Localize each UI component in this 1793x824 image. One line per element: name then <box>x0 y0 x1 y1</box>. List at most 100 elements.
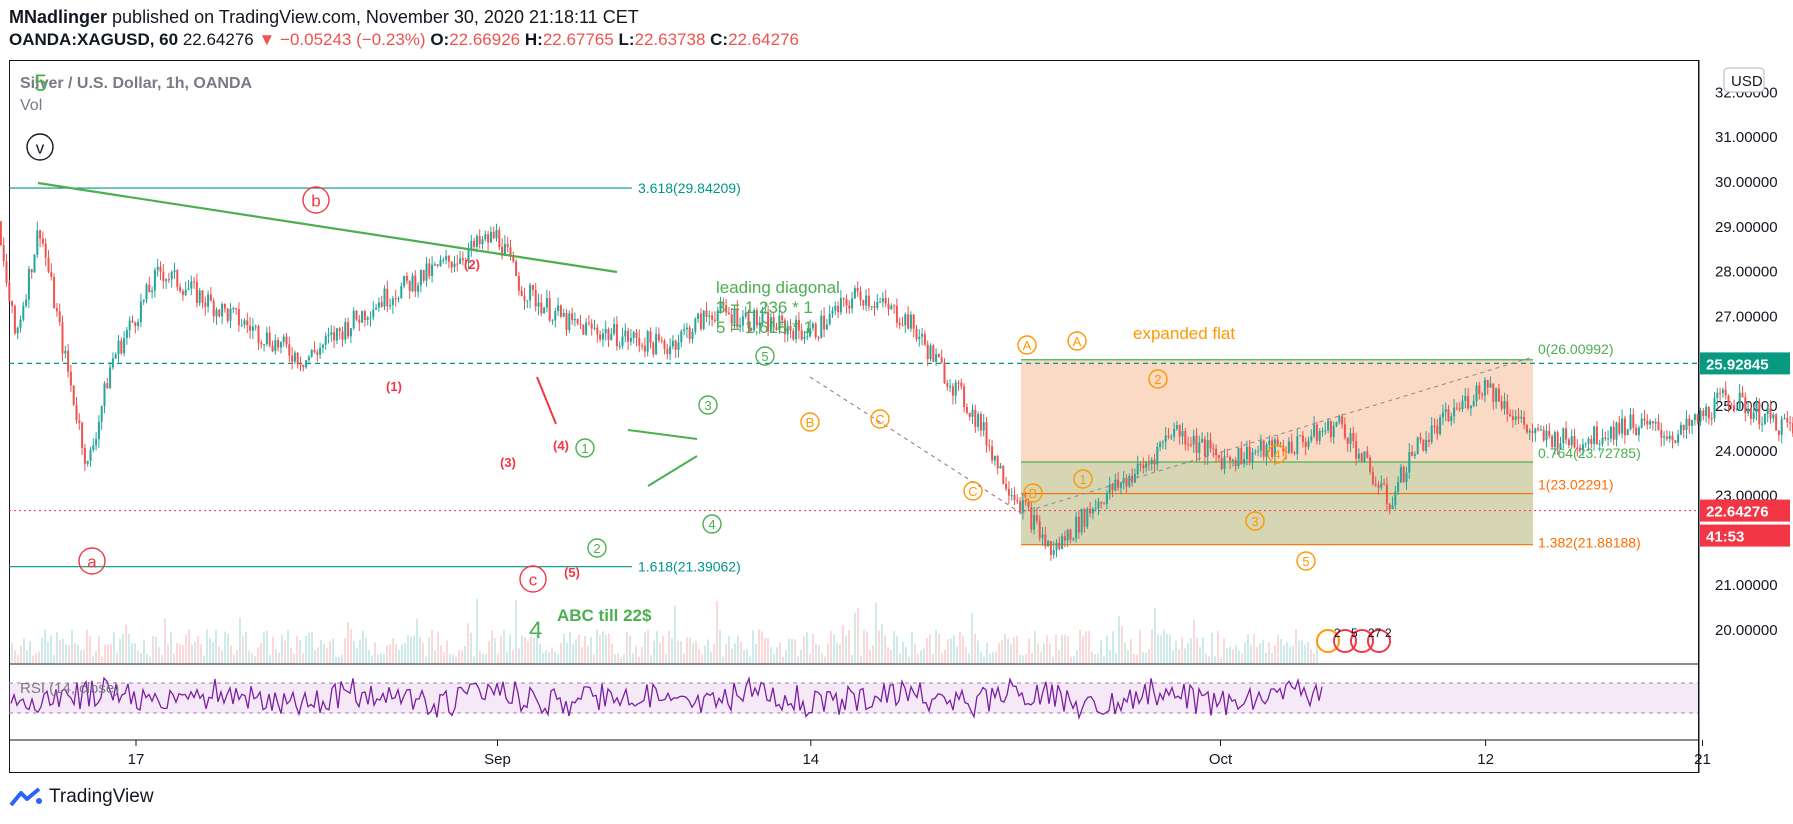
volume-bar <box>293 653 295 663</box>
volume-bar <box>614 654 616 663</box>
candle-body <box>1621 418 1624 434</box>
candle-body <box>1425 439 1428 451</box>
volume-bar <box>893 631 895 663</box>
candle-body <box>403 275 406 287</box>
candle-body <box>338 328 341 332</box>
candle-body <box>265 332 268 345</box>
candle-body <box>1416 437 1419 455</box>
candle-body <box>83 448 86 464</box>
volume-bar <box>461 650 463 663</box>
candle-body <box>148 284 151 293</box>
volume-bar <box>719 629 721 663</box>
candle-body <box>209 294 212 301</box>
volume-bar <box>593 654 595 663</box>
volume-bar <box>1115 652 1117 663</box>
volume-bar <box>1112 631 1114 663</box>
candle-body <box>534 290 537 307</box>
candle-body <box>1461 400 1464 410</box>
volume-bar <box>1109 649 1111 663</box>
candle-body <box>1685 418 1688 431</box>
candle-body <box>324 336 327 345</box>
candle-body <box>811 323 814 329</box>
candle-body <box>349 328 352 337</box>
candle-body <box>1397 482 1400 492</box>
volume-bar <box>986 642 988 663</box>
volume-bar <box>1085 631 1087 663</box>
candle-body <box>1321 430 1324 432</box>
tradingview-brand[interactable]: TradingView <box>9 786 154 808</box>
volume-bar <box>572 643 574 663</box>
volume-bar <box>11 643 13 663</box>
volume-bar <box>344 638 346 663</box>
candle-body <box>744 312 747 317</box>
candle-body <box>1733 405 1736 410</box>
volume-bar <box>1310 649 1312 663</box>
candle-body <box>285 336 288 345</box>
volume-bar <box>941 652 943 663</box>
volume-bar <box>398 649 400 663</box>
author-name[interactable]: MNadlinger <box>9 7 108 27</box>
wave-label-green: 2 <box>593 541 600 556</box>
candle-body <box>498 229 501 247</box>
symbol-label[interactable]: OANDA:XAGUSD, 60 <box>9 30 179 49</box>
volume-bar <box>239 617 241 663</box>
candle-body <box>901 324 904 326</box>
volume-bar <box>1139 629 1141 663</box>
candle-body <box>75 404 78 421</box>
candle-body <box>1556 432 1559 449</box>
volume-bar <box>1058 650 1060 663</box>
candle-body <box>1304 442 1307 447</box>
candle-body <box>1576 447 1579 449</box>
candle-body <box>1657 421 1660 430</box>
volume-bar <box>812 633 814 663</box>
candle-body <box>1500 401 1503 409</box>
volume-bar <box>1274 645 1276 663</box>
candle-body <box>226 308 229 321</box>
candle-body <box>361 311 364 323</box>
candle-body <box>1201 438 1204 443</box>
candle-body <box>943 362 946 384</box>
price-tick-label: 24.00000 <box>1715 443 1778 460</box>
candle-body <box>97 421 100 440</box>
candle-body <box>109 367 112 389</box>
candle-body <box>688 327 691 339</box>
volume-bar <box>1130 639 1132 663</box>
volume-bar <box>581 647 583 663</box>
candle-body <box>1478 385 1481 395</box>
candle-body <box>543 307 546 314</box>
volume-bar <box>932 654 934 663</box>
candle-body <box>968 412 971 417</box>
volume-bar <box>530 635 532 663</box>
candle-body <box>1439 417 1442 434</box>
candle-body <box>1710 418 1713 420</box>
candle-body <box>1374 483 1377 485</box>
candle-body <box>282 336 285 343</box>
candle-body <box>769 317 772 332</box>
currency-button[interactable] <box>1723 67 1765 93</box>
volume-bar <box>287 630 289 663</box>
volume-bar <box>272 636 274 663</box>
candle-body <box>1744 397 1747 414</box>
candle-body <box>559 305 562 317</box>
high-value: 22.67765 <box>542 30 614 49</box>
candle-body <box>193 281 196 283</box>
volume-bar <box>164 618 166 663</box>
candle-body <box>789 325 792 331</box>
volume-bar <box>560 642 562 663</box>
candle-body <box>750 328 753 331</box>
candle-body <box>1509 414 1512 417</box>
price-tick-label: 28.00000 <box>1715 264 1778 281</box>
candle-body <box>16 327 19 334</box>
candle-body <box>1436 425 1439 434</box>
candle-body <box>470 240 473 250</box>
candle-body <box>251 326 254 331</box>
candle-body <box>1142 464 1145 468</box>
volume-bar <box>62 638 64 663</box>
volume-bar <box>260 643 262 663</box>
volume-bar <box>1034 630 1036 663</box>
annotation-leading-diagonal: leading diagonal <box>716 278 840 297</box>
volume-bar <box>500 635 502 663</box>
volume-bar <box>758 629 760 663</box>
series-legend-title: Silver / U.S. Dollar, 1h, OANDA <box>20 75 253 92</box>
